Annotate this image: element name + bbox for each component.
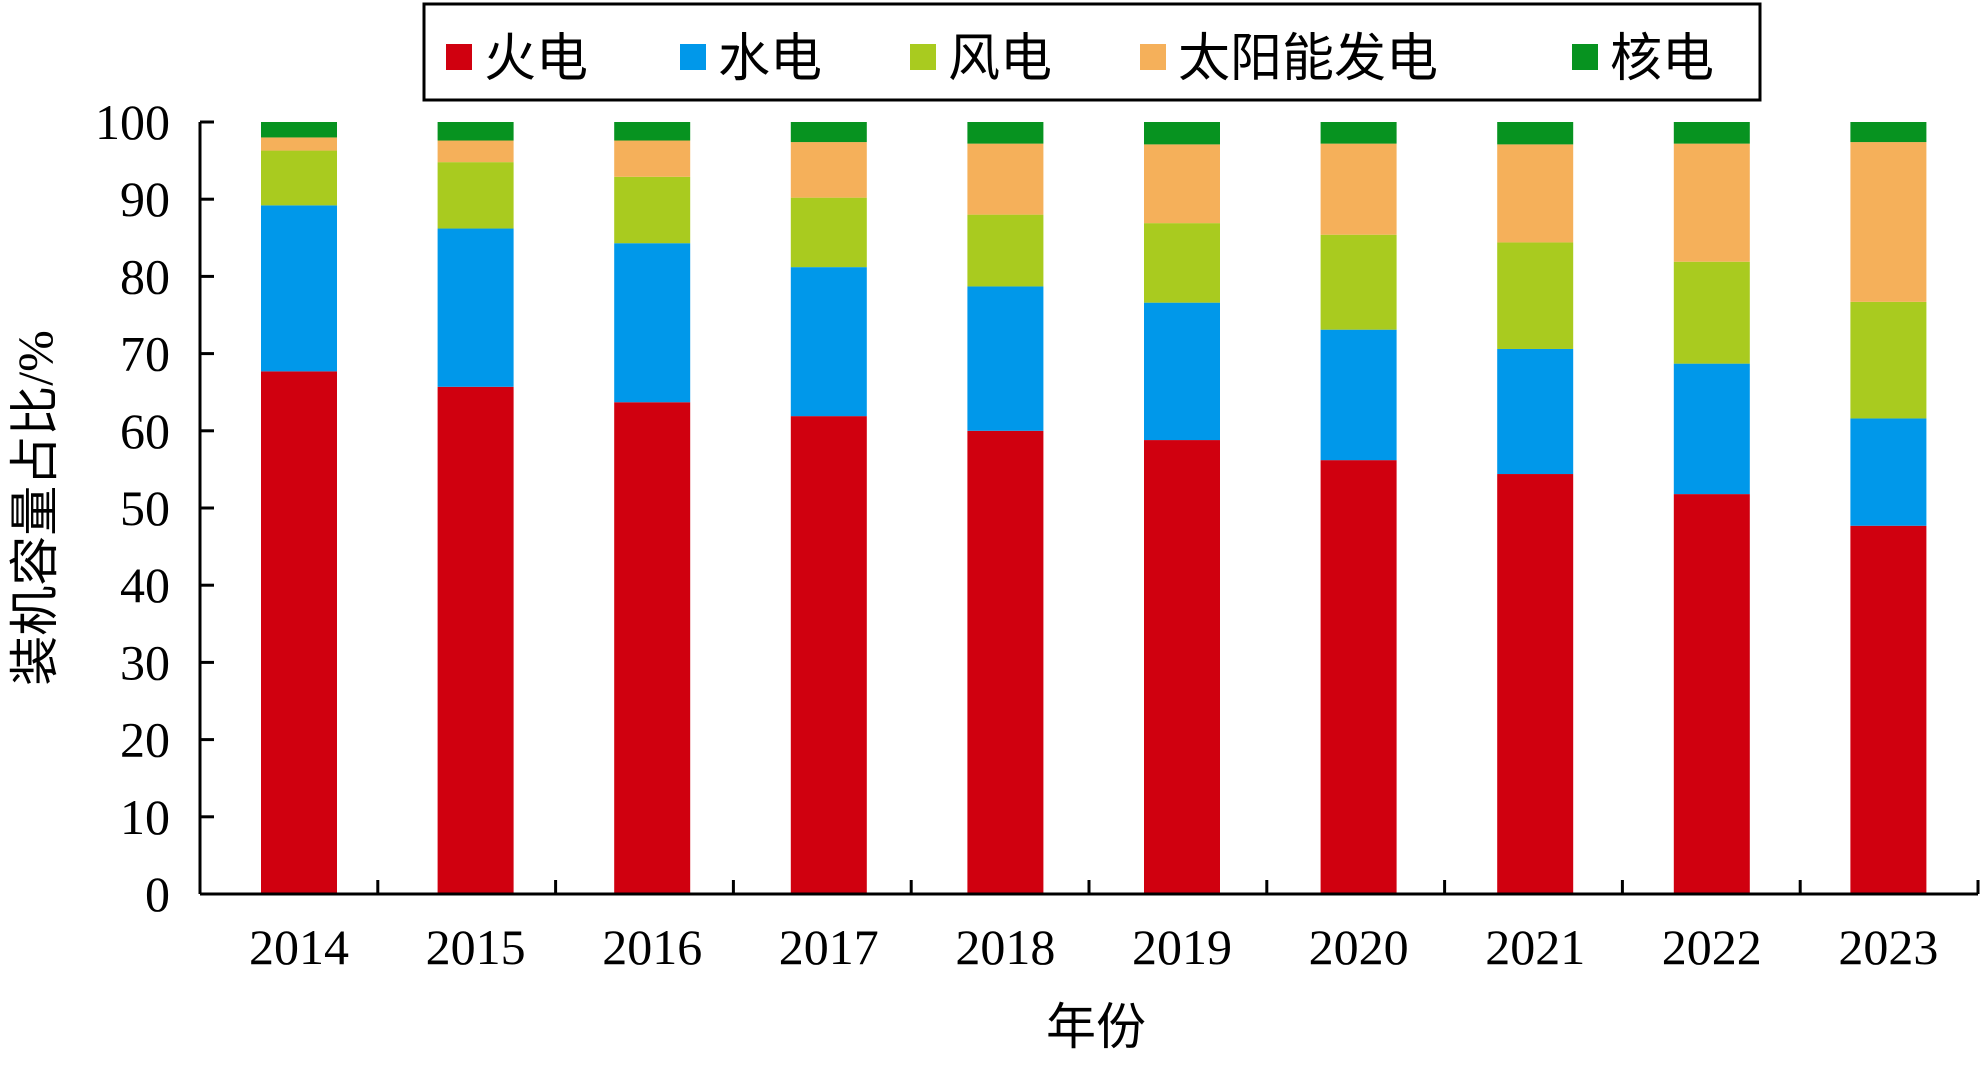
bar-2017-series-2 <box>790 197 867 268</box>
bar-2023-series-0 <box>1850 525 1927 894</box>
bar-2019-series-2 <box>1144 223 1220 303</box>
x-ticks: 2014 2015 2016 2017 2018 2019 2020 2021 2022 2023 <box>198 880 1980 975</box>
bar-2020-series-4 <box>1320 122 1397 144</box>
x-tick-label-2023: 2023 <box>1838 919 1938 975</box>
y-tick-label-20: 20 <box>120 712 170 768</box>
bar-2016-series-1 <box>614 243 691 403</box>
x-tick-label-2019: 2019 <box>1132 919 1232 975</box>
bar-2015-series-2 <box>437 162 514 229</box>
bar-2022-series-0 <box>1673 494 1750 894</box>
y-tick-label-0: 0 <box>145 866 170 922</box>
bar-2021-series-1 <box>1497 348 1574 475</box>
bar-2021-series-4 <box>1497 122 1574 145</box>
bar-2016-series-0 <box>614 402 691 894</box>
y-tick-label-90: 90 <box>120 171 170 227</box>
bar-2017-series-1 <box>790 267 867 417</box>
y-tick-label-30: 30 <box>120 634 170 690</box>
legend-label-4: 核电 <box>1610 31 1714 88</box>
bar-2015-series-4 <box>437 122 514 141</box>
bar-2018-series-4 <box>967 122 1044 144</box>
bar-2022-series-1 <box>1673 363 1750 495</box>
bar-2016-series-2 <box>614 176 691 244</box>
legend-label-2: 风电 <box>948 31 1052 88</box>
bar-2014-series-1 <box>261 205 337 372</box>
bar-2019-series-1 <box>1144 302 1220 441</box>
y-tick-label-50: 50 <box>120 480 170 536</box>
bar-2017-series-0 <box>790 416 867 894</box>
legend-swatch-1 <box>680 44 706 70</box>
bar-2014-series-0 <box>261 371 337 895</box>
x-tick-label-2020: 2020 <box>1309 919 1409 975</box>
bar-2019-series-3 <box>1144 144 1220 224</box>
bar-2017-series-4 <box>790 122 867 143</box>
bar-2022-series-2 <box>1673 261 1750 364</box>
bar-2015-series-1 <box>437 228 514 387</box>
x-tick-label-2015: 2015 <box>426 919 526 975</box>
bar-2021-series-0 <box>1497 474 1574 894</box>
y-ticks: 0 10 20 30 40 50 60 70 80 90 100 <box>95 94 214 922</box>
bar-2016-series-3 <box>614 140 691 177</box>
y-tick-label-60: 60 <box>120 403 170 459</box>
bar-2020-series-3 <box>1320 143 1397 235</box>
bar-2018-series-1 <box>967 286 1044 431</box>
legend-swatch-3 <box>1140 44 1166 70</box>
y-tick-label-70: 70 <box>120 326 170 382</box>
bar-2016-series-4 <box>614 122 691 141</box>
y-axis-title: 装机容量占比/% <box>7 330 63 686</box>
bar-2023-series-4 <box>1850 122 1927 143</box>
x-tick-label-2017: 2017 <box>779 919 879 975</box>
bar-2022-series-4 <box>1673 122 1750 144</box>
bar-2014-series-4 <box>261 122 337 138</box>
bar-2015-series-3 <box>437 140 514 163</box>
bar-2019-series-4 <box>1144 122 1220 145</box>
y-tick-label-10: 10 <box>120 789 170 845</box>
x-tick-label-2014: 2014 <box>249 919 349 975</box>
bar-2023-series-3 <box>1850 142 1927 302</box>
legend-label-0: 火电 <box>484 31 588 88</box>
x-axis-title: 年份 <box>1046 999 1146 1055</box>
bar-2022-series-3 <box>1673 143 1750 262</box>
x-tick-label-2016: 2016 <box>602 919 702 975</box>
legend-label-1: 水电 <box>718 31 822 88</box>
y-tick-label-100: 100 <box>95 94 170 150</box>
bar-2018-series-2 <box>967 214 1044 287</box>
bar-2021-series-2 <box>1497 242 1574 349</box>
bar-2020-series-1 <box>1320 329 1397 461</box>
bar-2018-series-0 <box>967 430 1044 894</box>
legend-frame <box>422 2 1762 102</box>
x-tick-label-2022: 2022 <box>1662 919 1762 975</box>
legend-label-3: 太阳能发电 <box>1178 31 1438 88</box>
bar-2014-series-3 <box>261 137 337 151</box>
x-tick-label-2021: 2021 <box>1485 919 1585 975</box>
x-tick-label-2018: 2018 <box>955 919 1055 975</box>
bar-2018-series-3 <box>967 143 1044 215</box>
legend-swatch-2 <box>910 44 936 70</box>
bar-2015-series-0 <box>437 386 514 894</box>
legend-swatch-4 <box>1572 44 1598 70</box>
bars-layer <box>261 122 1927 895</box>
bar-2017-series-3 <box>790 142 867 198</box>
bar-2020-series-0 <box>1320 460 1397 894</box>
bar-2023-series-2 <box>1850 301 1927 419</box>
bar-2023-series-1 <box>1850 418 1927 526</box>
bar-2020-series-2 <box>1320 234 1397 330</box>
y-tick-label-80: 80 <box>120 248 170 304</box>
legend-swatch-0 <box>446 44 472 70</box>
bar-2014-series-2 <box>261 150 337 206</box>
y-tick-label-40: 40 <box>120 557 170 613</box>
bar-2021-series-3 <box>1497 144 1574 243</box>
legend: 火电 水电 风电 太阳能发电 核电 <box>422 2 1762 102</box>
bar-2019-series-0 <box>1144 440 1220 894</box>
